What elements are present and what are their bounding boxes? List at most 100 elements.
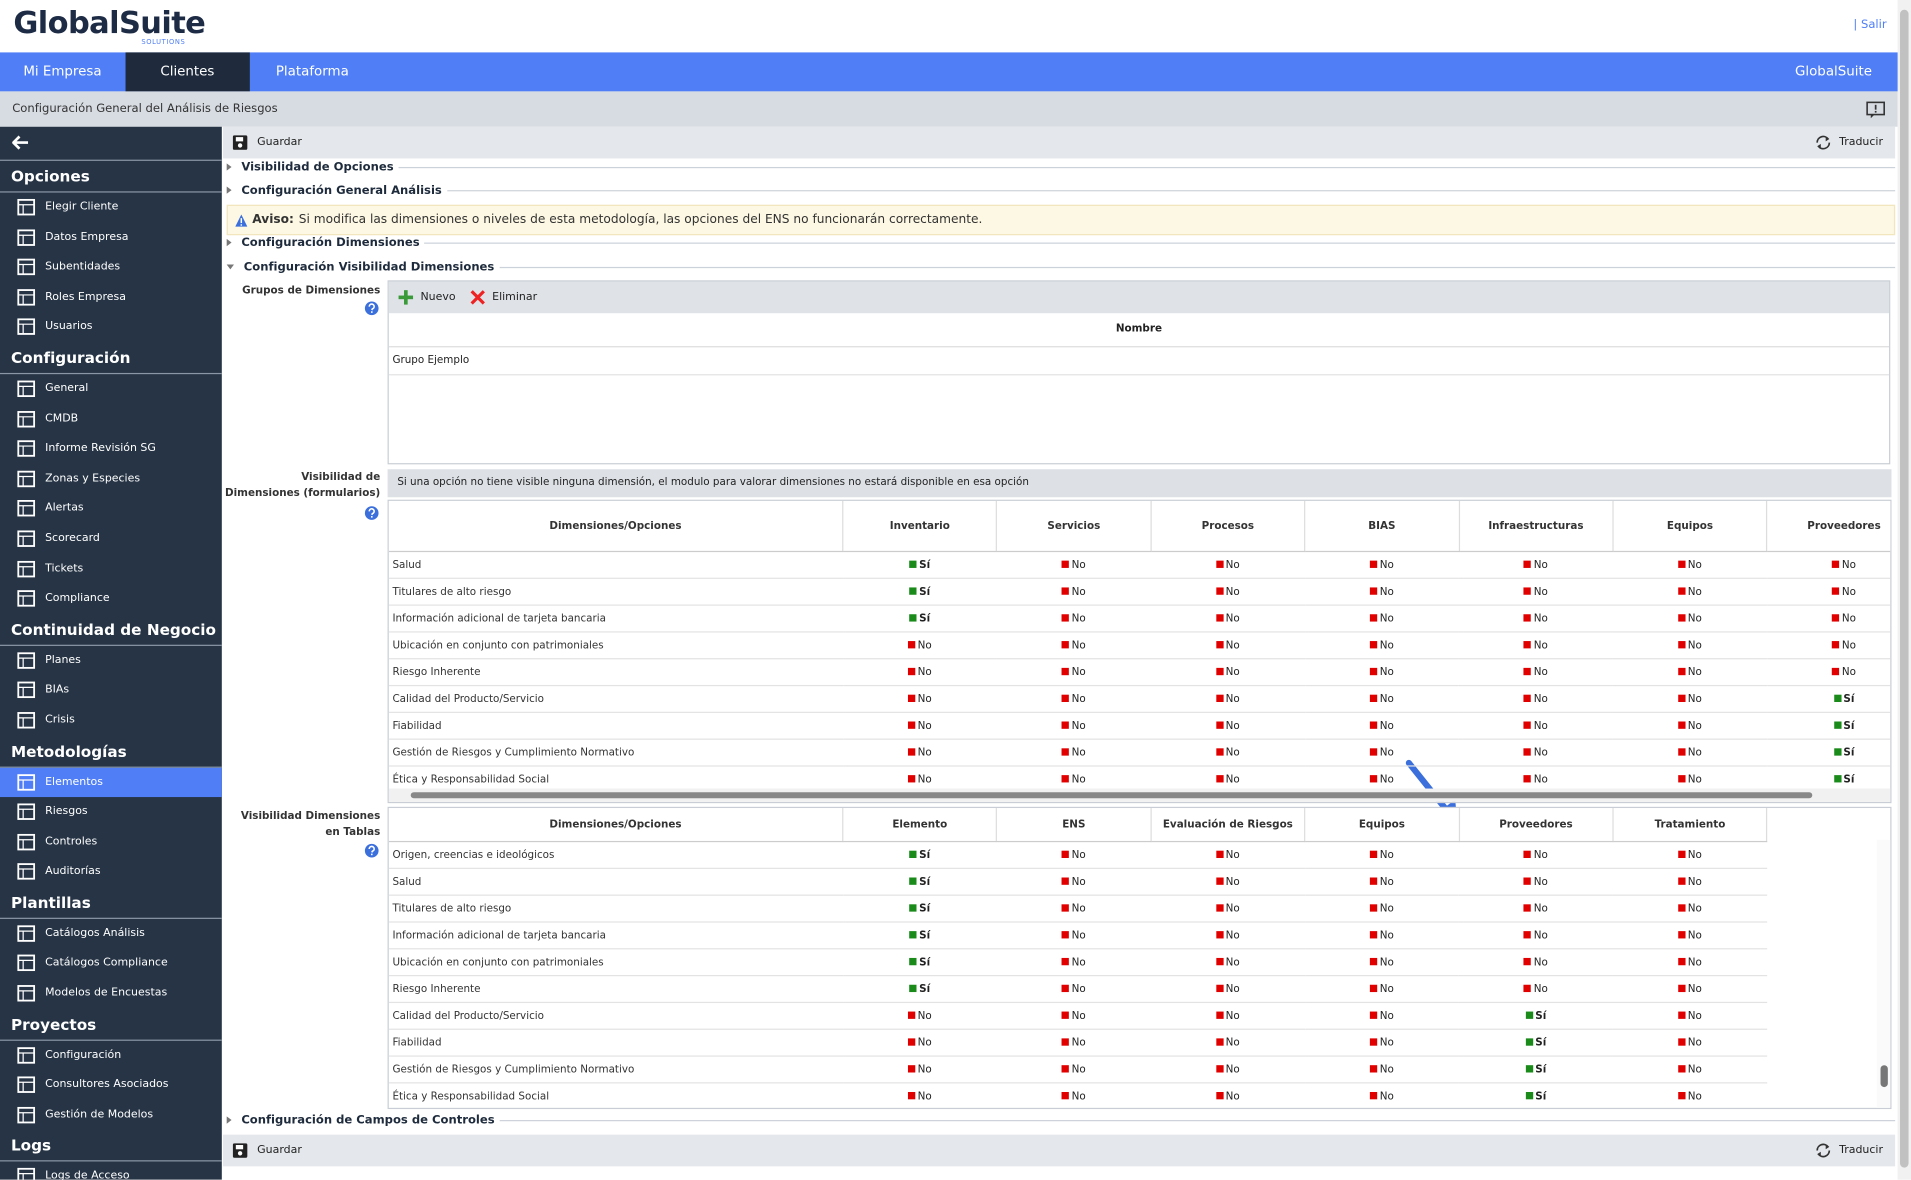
status-cell[interactable]: No bbox=[1612, 921, 1767, 950]
section-header[interactable]: Configuración Dimensiones bbox=[226, 234, 1896, 251]
sidebar-item[interactable]: Controles bbox=[0, 827, 222, 857]
status-cell[interactable]: No bbox=[1304, 1029, 1459, 1057]
status-cell[interactable]: Sí bbox=[1766, 685, 1891, 713]
sidebar-item[interactable]: Consultores Asociados bbox=[0, 1070, 222, 1100]
status-cell[interactable]: Sí bbox=[842, 578, 997, 606]
status-cell[interactable]: Sí bbox=[1766, 739, 1891, 767]
status-cell[interactable]: No bbox=[1612, 658, 1767, 687]
sidebar-item[interactable]: Riesgos bbox=[0, 797, 222, 827]
status-cell[interactable]: No bbox=[1304, 631, 1459, 660]
status-cell[interactable]: Sí bbox=[842, 921, 997, 950]
status-cell[interactable]: No bbox=[1612, 605, 1767, 633]
status-cell[interactable]: No bbox=[1612, 975, 1767, 1004]
status-cell[interactable]: No bbox=[1458, 712, 1613, 740]
nav-tab[interactable]: Mi Empresa bbox=[23, 63, 102, 80]
status-cell[interactable]: No bbox=[1458, 921, 1613, 950]
sidebar-item[interactable]: Configuración bbox=[0, 1040, 222, 1070]
nav-brand[interactable]: GlobalSuite bbox=[1794, 63, 1872, 80]
status-cell[interactable]: No bbox=[842, 685, 997, 713]
section-header[interactable]: Visibilidad de Opciones bbox=[226, 158, 1896, 175]
status-cell[interactable]: No bbox=[1304, 948, 1459, 977]
status-cell[interactable]: No bbox=[1612, 578, 1767, 606]
sidebar-item[interactable]: Elementos bbox=[0, 767, 222, 798]
status-cell[interactable]: Sí bbox=[842, 948, 997, 977]
status-cell[interactable]: No bbox=[1150, 739, 1305, 767]
status-cell[interactable]: No bbox=[1458, 868, 1613, 896]
sidebar-item[interactable]: Catálogos Análisis bbox=[0, 919, 222, 949]
status-cell[interactable]: No bbox=[996, 605, 1151, 633]
status-cell[interactable]: Sí bbox=[842, 868, 997, 896]
status-cell[interactable]: No bbox=[1458, 578, 1613, 606]
status-cell[interactable]: No bbox=[1150, 921, 1305, 950]
status-cell[interactable]: No bbox=[1612, 841, 1767, 869]
status-cell[interactable]: No bbox=[1766, 658, 1891, 687]
status-cell[interactable]: Sí bbox=[842, 841, 997, 869]
sidebar-item[interactable]: Crisis bbox=[0, 706, 222, 736]
sidebar-item[interactable]: Roles Empresa bbox=[0, 282, 222, 312]
status-cell[interactable]: Sí bbox=[1766, 712, 1891, 740]
status-cell[interactable]: No bbox=[1150, 1029, 1305, 1057]
status-cell[interactable]: No bbox=[1304, 551, 1459, 579]
status-cell[interactable]: No bbox=[1150, 578, 1305, 606]
status-cell[interactable]: No bbox=[842, 1082, 997, 1108]
translate-button[interactable]: Traducir bbox=[1815, 127, 1883, 159]
section-header[interactable]: Configuración de Campos de Controles bbox=[226, 1112, 1896, 1129]
status-cell[interactable]: No bbox=[1150, 841, 1305, 869]
sidebar-item[interactable]: Planes bbox=[0, 646, 222, 676]
status-cell[interactable]: Sí bbox=[842, 551, 997, 579]
back-button[interactable] bbox=[0, 127, 222, 161]
status-cell[interactable]: No bbox=[1150, 605, 1305, 633]
status-cell[interactable]: No bbox=[1304, 658, 1459, 687]
status-cell[interactable]: No bbox=[1458, 685, 1613, 713]
sidebar-item[interactable]: Elegir Cliente bbox=[0, 193, 222, 223]
sidebar-item[interactable]: Catálogos Compliance bbox=[0, 949, 222, 979]
status-cell[interactable]: No bbox=[1150, 685, 1305, 713]
status-cell[interactable]: No bbox=[996, 1056, 1151, 1084]
status-cell[interactable]: No bbox=[1304, 685, 1459, 713]
status-cell[interactable]: No bbox=[1150, 868, 1305, 896]
status-cell[interactable]: No bbox=[842, 658, 997, 687]
translate-button[interactable]: Traducir bbox=[1815, 1135, 1883, 1167]
status-cell[interactable]: No bbox=[996, 921, 1151, 950]
sidebar-item[interactable]: Tickets bbox=[0, 554, 222, 584]
status-cell[interactable]: No bbox=[1304, 1056, 1459, 1084]
status-cell[interactable]: No bbox=[1150, 975, 1305, 1004]
status-cell[interactable]: No bbox=[1150, 948, 1305, 977]
status-cell[interactable]: No bbox=[1304, 868, 1459, 896]
save-button[interactable]: Guardar bbox=[232, 127, 302, 159]
status-cell[interactable]: No bbox=[1458, 739, 1613, 767]
status-cell[interactable]: No bbox=[1304, 841, 1459, 869]
status-cell[interactable]: No bbox=[1304, 739, 1459, 767]
status-cell[interactable]: No bbox=[1304, 921, 1459, 950]
status-cell[interactable]: No bbox=[996, 841, 1151, 869]
nav-tab[interactable]: Clientes bbox=[124, 52, 250, 92]
status-cell[interactable]: No bbox=[996, 578, 1151, 606]
status-cell[interactable]: No bbox=[1458, 841, 1613, 869]
status-cell[interactable]: No bbox=[1304, 975, 1459, 1004]
status-cell[interactable]: No bbox=[1612, 868, 1767, 896]
sidebar-item[interactable]: Subentidades bbox=[0, 253, 222, 283]
status-cell[interactable]: No bbox=[1612, 1082, 1767, 1108]
status-cell[interactable]: No bbox=[842, 1002, 997, 1030]
sidebar-item[interactable]: BIAs bbox=[0, 676, 222, 706]
status-cell[interactable]: No bbox=[1150, 895, 1305, 923]
sidebar-item[interactable]: Compliance bbox=[0, 584, 222, 614]
status-cell[interactable]: No bbox=[1612, 712, 1767, 740]
status-cell[interactable]: Sí bbox=[842, 975, 997, 1004]
status-cell[interactable]: No bbox=[1612, 631, 1767, 660]
status-cell[interactable]: No bbox=[1612, 1056, 1767, 1084]
status-cell[interactable]: No bbox=[1612, 1029, 1767, 1057]
status-cell[interactable]: Sí bbox=[1458, 1082, 1613, 1108]
status-cell[interactable]: No bbox=[1458, 631, 1613, 660]
status-cell[interactable]: No bbox=[1150, 1002, 1305, 1030]
status-cell[interactable]: No bbox=[1612, 895, 1767, 923]
status-cell[interactable]: No bbox=[996, 1082, 1151, 1108]
status-cell[interactable]: No bbox=[842, 712, 997, 740]
status-cell[interactable]: No bbox=[1458, 948, 1613, 977]
status-cell[interactable]: No bbox=[1612, 739, 1767, 767]
save-button[interactable]: Guardar bbox=[232, 1135, 302, 1167]
status-cell[interactable]: No bbox=[1304, 1002, 1459, 1030]
status-cell[interactable]: No bbox=[1612, 685, 1767, 713]
status-cell[interactable]: Sí bbox=[1458, 1056, 1613, 1084]
status-cell[interactable]: No bbox=[996, 948, 1151, 977]
